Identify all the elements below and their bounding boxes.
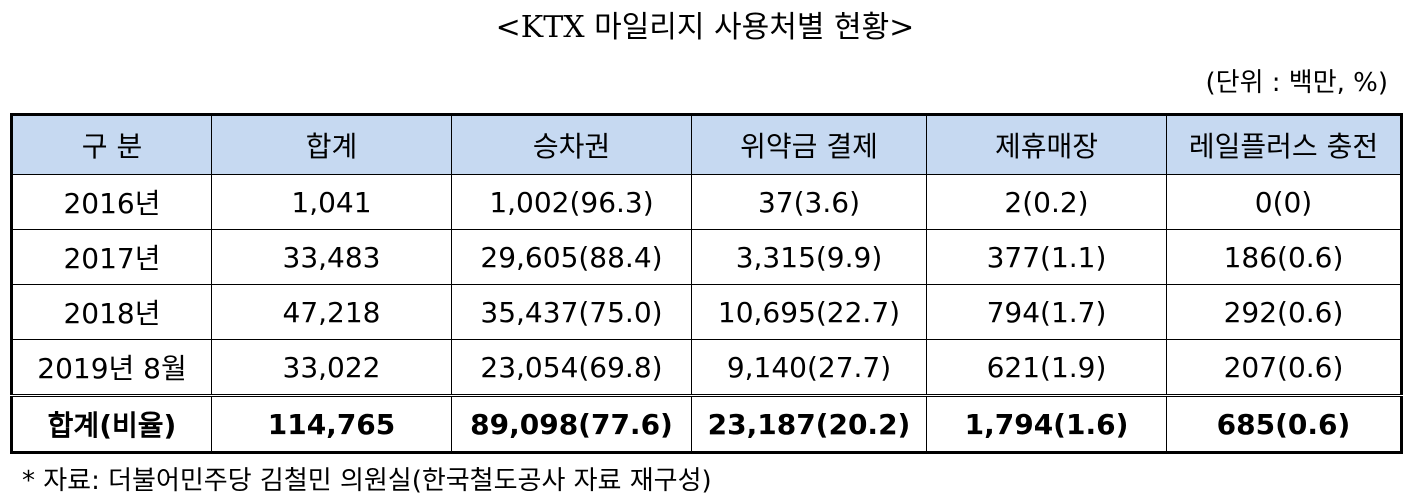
table-cell: 114,765 bbox=[211, 394, 452, 453]
column-header: 제휴매장 bbox=[926, 114, 1167, 175]
table-cell: 2019년 8월 bbox=[11, 339, 212, 396]
table-cell: 3,315(9.9) bbox=[691, 229, 927, 285]
table-cell: 29,605(88.4) bbox=[451, 229, 692, 285]
table-cell: 35,437(75.0) bbox=[451, 284, 692, 340]
column-header: 구 분 bbox=[11, 114, 212, 175]
table-cell: 2018년 bbox=[11, 284, 212, 340]
table-row: 2019년 8월 33,022 23,054(69.8) 9,140(27.7) 621… bbox=[11, 339, 1402, 396]
table-cell: 377(1.1) bbox=[926, 229, 1167, 285]
column-header: 승차권 bbox=[451, 114, 692, 175]
footnote: * 자료: 더불어민주당 김철민 의원실(한국철도공사 자료 재구성) bbox=[22, 466, 712, 496]
table-cell: 33,483 bbox=[211, 229, 452, 285]
table-cell: 23,187(20.2) bbox=[691, 394, 927, 453]
table-cell: 621(1.9) bbox=[926, 339, 1167, 396]
table-cell: 2016년 bbox=[11, 174, 212, 230]
table-cell: 1,794(1.6) bbox=[926, 394, 1167, 453]
column-header: 위약금 결제 bbox=[691, 114, 927, 175]
table-cell: 0(0) bbox=[1166, 174, 1402, 230]
table-cell: 1,002(96.3) bbox=[451, 174, 692, 230]
table-cell: 9,140(27.7) bbox=[691, 339, 927, 396]
table-row: 2017년 33,483 29,605(88.4) 3,315(9.9) 377(1.1… bbox=[11, 229, 1402, 285]
table-cell: 합계(비율) bbox=[11, 394, 212, 453]
table-cell: 23,054(69.8) bbox=[451, 339, 692, 396]
title: <KTX 마일리지 사용처별 현황> bbox=[495, 10, 915, 45]
table-row: 2016년 1,041 1,002(96.3) 37(3.6) 2(0.2) 0(0) bbox=[11, 174, 1402, 230]
table-cell: 47,218 bbox=[211, 284, 452, 340]
table-row: 합계(비율) 114,765 89,098(77.6) 23,187(20.2) 1,7… bbox=[11, 394, 1402, 453]
table-cell: 2(0.2) bbox=[926, 174, 1167, 230]
column-header: 합계 bbox=[211, 114, 452, 175]
table-body: 2016년 1,041 1,002(96.3) 37(3.6) 2(0.2) 0(0) 20… bbox=[11, 174, 1402, 453]
table-cell: 207(0.6) bbox=[1166, 339, 1402, 396]
table-cell: 685(0.6) bbox=[1166, 394, 1402, 453]
table-cell: 794(1.7) bbox=[926, 284, 1167, 340]
table-cell: 10,695(22.7) bbox=[691, 284, 927, 340]
table-cell: 1,041 bbox=[211, 174, 452, 230]
table: 구 분 합계 승차권 위약금 결제 제휴매장 레일플러스 충전 2016년 1,041 1,0… bbox=[10, 113, 1403, 454]
table-cell: 292(0.6) bbox=[1166, 284, 1402, 340]
table-cell: 33,022 bbox=[211, 339, 452, 396]
table-cell: 2017년 bbox=[11, 229, 212, 285]
table-row: 2018년 47,218 35,437(75.0) 10,695(22.7) 794(1… bbox=[11, 284, 1402, 340]
table-cell: 186(0.6) bbox=[1166, 229, 1402, 285]
header-row: 구 분 합계 승차권 위약금 결제 제휴매장 레일플러스 충전 bbox=[11, 114, 1402, 175]
table-cell: 37(3.6) bbox=[691, 174, 927, 230]
table-cell: 89,098(77.6) bbox=[451, 394, 692, 453]
column-header: 레일플러스 충전 bbox=[1166, 114, 1402, 175]
unit-note: (단위 : 백만, %) bbox=[1205, 68, 1389, 98]
